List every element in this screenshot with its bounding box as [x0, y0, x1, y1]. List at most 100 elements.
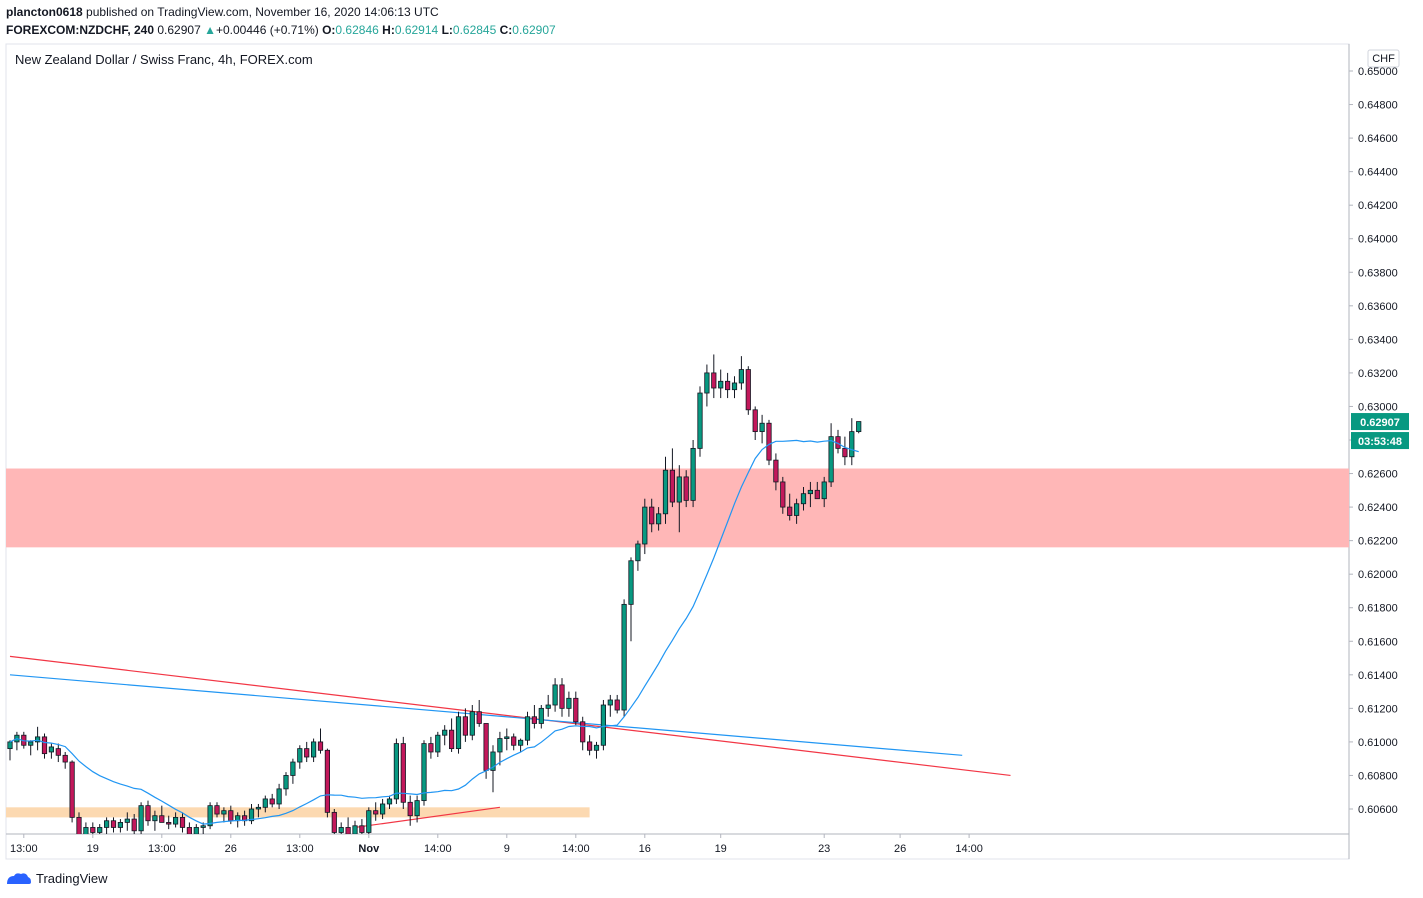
candle[interactable]	[455, 711, 462, 754]
candle[interactable]	[462, 708, 469, 742]
blue-descending-trendline[interactable]	[9, 674, 963, 756]
candle[interactable]	[255, 803, 262, 818]
candle[interactable]	[352, 820, 358, 839]
candle[interactable]	[331, 809, 337, 843]
symbol-label[interactable]: FOREXCOM:NZDCHF, 240	[6, 23, 155, 37]
candle[interactable]	[573, 691, 579, 726]
candle[interactable]	[379, 798, 386, 820]
candle[interactable]	[110, 817, 117, 833]
candle[interactable]	[41, 733, 48, 759]
candle[interactable]	[338, 822, 344, 842]
candle[interactable]	[821, 476, 827, 508]
candle[interactable]	[97, 824, 103, 844]
candle[interactable]	[676, 465, 682, 533]
candle[interactable]	[55, 743, 61, 763]
candle[interactable]	[7, 740, 13, 761]
candle[interactable]	[476, 699, 482, 727]
brand-name[interactable]: TradingView	[36, 871, 108, 886]
candle[interactable]	[269, 793, 275, 808]
candle[interactable]	[124, 812, 130, 831]
candle[interactable]	[725, 372, 731, 399]
candle[interactable]	[656, 507, 662, 531]
candle[interactable]	[614, 694, 620, 714]
candle[interactable]	[83, 822, 89, 849]
candle[interactable]	[497, 731, 503, 766]
candle[interactable]	[780, 476, 786, 514]
candle[interactable]	[835, 429, 841, 454]
candle[interactable]	[283, 772, 289, 796]
candle[interactable]	[545, 694, 551, 717]
candle[interactable]	[400, 736, 406, 809]
red-descending-trendline[interactable]	[9, 655, 1011, 777]
candle[interactable]	[718, 369, 724, 399]
candle[interactable]	[324, 748, 331, 818]
candle[interactable]	[248, 803, 255, 825]
candle[interactable]	[207, 802, 213, 830]
candle[interactable]	[442, 725, 448, 746]
candle[interactable]	[807, 481, 814, 508]
candle[interactable]	[800, 486, 807, 511]
candle[interactable]	[407, 795, 413, 826]
candle[interactable]	[366, 807, 372, 836]
candle[interactable]	[310, 738, 317, 763]
candle[interactable]	[421, 740, 427, 806]
candle[interactable]	[469, 705, 475, 741]
candle[interactable]	[697, 386, 703, 457]
candle[interactable]	[90, 822, 96, 842]
candle[interactable]	[856, 421, 862, 434]
candle[interactable]	[35, 726, 41, 751]
candle[interactable]	[14, 731, 20, 751]
red-ascending-trendline[interactable]	[354, 806, 500, 829]
candle[interactable]	[593, 741, 600, 759]
candle[interactable]	[186, 822, 192, 837]
candle[interactable]	[276, 783, 282, 809]
candle[interactable]	[131, 814, 137, 836]
candle[interactable]	[849, 418, 855, 466]
candle[interactable]	[145, 800, 151, 826]
candle[interactable]	[704, 364, 710, 407]
candle[interactable]	[649, 498, 655, 533]
candle[interactable]	[814, 481, 820, 500]
candle[interactable]	[179, 812, 186, 833]
candle[interactable]	[297, 745, 303, 769]
candle[interactable]	[104, 817, 110, 834]
candle[interactable]	[317, 728, 324, 754]
currency-badge[interactable]	[1367, 49, 1400, 68]
candle[interactable]	[304, 741, 310, 763]
candle[interactable]	[414, 795, 420, 823]
support-zone[interactable]	[6, 807, 590, 818]
candle[interactable]	[566, 691, 572, 717]
candle[interactable]	[262, 795, 268, 813]
candle[interactable]	[166, 815, 172, 830]
candle[interactable]	[711, 354, 717, 399]
candle[interactable]	[842, 436, 848, 466]
candle[interactable]	[690, 440, 696, 508]
candle[interactable]	[511, 733, 517, 751]
candle[interactable]	[766, 419, 772, 466]
candle[interactable]	[435, 731, 441, 758]
time-axis[interactable]: 13:00 19 13:00 26 13:00 Nov 14:00 9 14:00 16 19 23 2…	[10, 834, 983, 855]
candle[interactable]	[752, 406, 758, 440]
candle[interactable]	[787, 493, 793, 521]
candle[interactable]	[531, 705, 538, 729]
candle[interactable]	[152, 810, 158, 831]
candle[interactable]	[373, 802, 379, 821]
candle[interactable]	[138, 802, 144, 834]
candle[interactable]	[62, 751, 68, 769]
candle[interactable]	[759, 414, 765, 444]
candle[interactable]	[117, 819, 123, 833]
candle[interactable]	[559, 678, 565, 717]
candle[interactable]	[193, 824, 199, 839]
candle[interactable]	[683, 470, 689, 508]
candle[interactable]	[290, 758, 296, 784]
candle[interactable]	[607, 694, 613, 717]
candle[interactable]	[172, 812, 179, 828]
candle[interactable]	[518, 738, 524, 752]
candle[interactable]	[745, 366, 751, 415]
candle[interactable]	[76, 812, 82, 842]
candle[interactable]	[662, 456, 669, 524]
candle[interactable]	[587, 735, 593, 756]
candle[interactable]	[731, 376, 738, 399]
candle[interactable]	[738, 356, 745, 390]
publisher-name[interactable]: plancton0618	[6, 5, 83, 19]
